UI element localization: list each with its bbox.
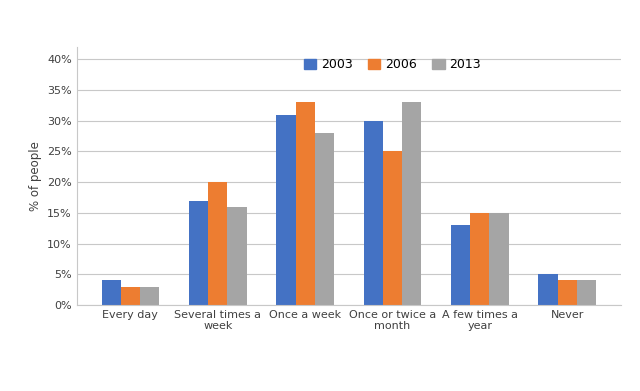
Bar xyxy=(383,151,402,305)
Bar xyxy=(490,213,509,305)
Bar xyxy=(276,115,296,305)
Bar xyxy=(208,182,227,305)
Bar xyxy=(364,121,383,305)
Bar xyxy=(140,287,159,305)
Bar xyxy=(296,102,315,305)
Bar xyxy=(121,287,140,305)
Legend: 2003, 2006, 2013: 2003, 2006, 2013 xyxy=(298,53,486,76)
Bar xyxy=(315,133,334,305)
Bar xyxy=(102,280,121,305)
Bar xyxy=(402,102,421,305)
Bar xyxy=(538,274,557,305)
Y-axis label: % of people: % of people xyxy=(29,141,42,211)
Bar xyxy=(227,207,246,305)
Bar xyxy=(470,213,490,305)
Bar xyxy=(451,225,470,305)
Bar xyxy=(557,280,577,305)
Bar xyxy=(577,280,596,305)
Bar xyxy=(189,201,208,305)
